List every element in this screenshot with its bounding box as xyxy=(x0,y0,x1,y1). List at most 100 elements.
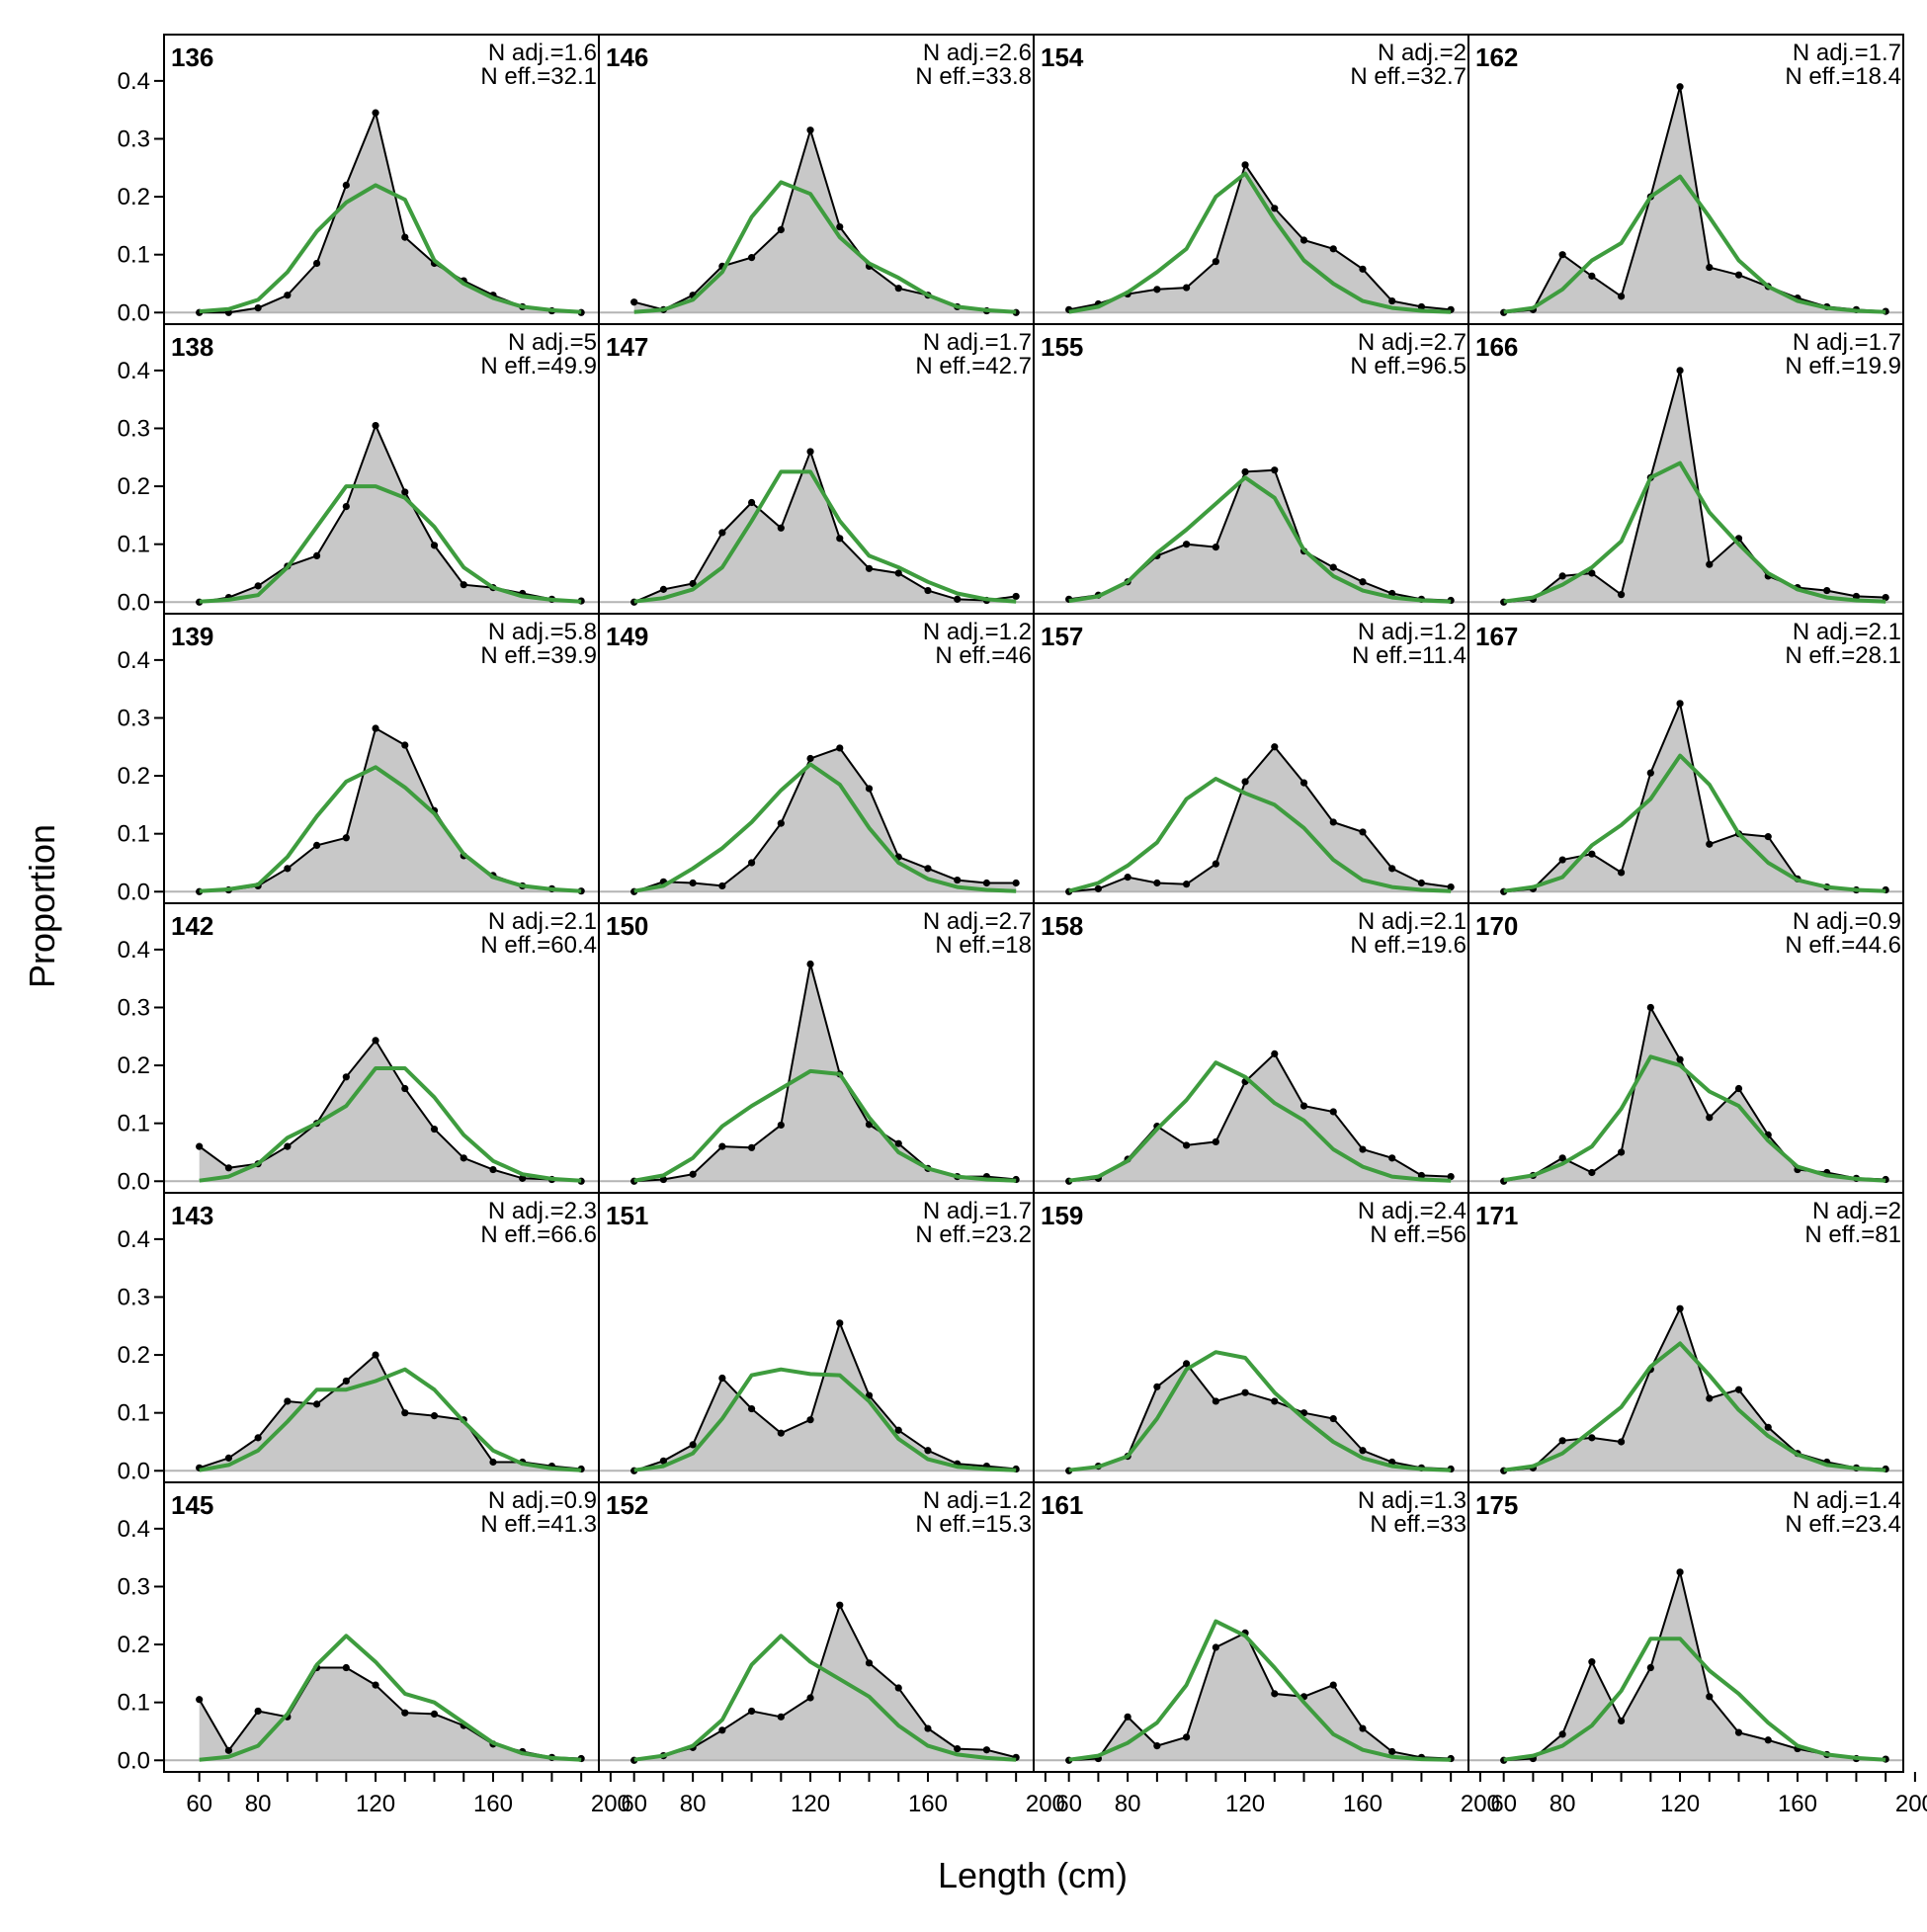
expected-line xyxy=(1503,174,1886,314)
observed-point xyxy=(1153,1383,1161,1390)
x-tick-label: 200 xyxy=(591,1791,630,1817)
observed-point xyxy=(1359,1145,1367,1153)
y-tick-label: 0.4 xyxy=(118,358,150,384)
observed-point xyxy=(1271,1397,1279,1405)
y-tick-label: 0.2 xyxy=(118,1052,150,1079)
observed-point xyxy=(806,960,814,968)
observed-point xyxy=(372,724,379,732)
observed-point xyxy=(777,524,785,532)
x-tick-label: 160 xyxy=(473,1791,513,1817)
n-adj-label: N adj.=2.3 xyxy=(488,1198,597,1224)
n-adj-label: N adj.=1.2 xyxy=(923,1487,1032,1514)
observed-point xyxy=(1271,1050,1279,1057)
y-tick-label: 0.2 xyxy=(118,1632,150,1658)
observed-point xyxy=(806,1694,814,1702)
y-tick-label: 0.0 xyxy=(118,1747,150,1774)
observed-point xyxy=(1706,1394,1714,1402)
x-tick-label: 120 xyxy=(1660,1791,1700,1817)
expected-line xyxy=(1068,475,1452,604)
observed-point xyxy=(924,586,932,595)
observed-point xyxy=(1388,865,1396,873)
panel-id-label: 145 xyxy=(171,1490,213,1520)
expected-line xyxy=(1503,1637,1886,1762)
observed-point xyxy=(1588,569,1596,577)
observed-point xyxy=(747,859,756,867)
observed-point xyxy=(1617,1438,1626,1446)
observed-line xyxy=(1068,1362,1452,1472)
n-eff-label: N eff.=23.2 xyxy=(915,1221,1032,1248)
panel-id-label: 158 xyxy=(1041,911,1083,941)
observed-area xyxy=(199,1667,582,1761)
y-tick-label: 0.3 xyxy=(118,1284,150,1310)
panel-171: 171 N adj.=2N eff.=81 xyxy=(1467,1192,1904,1483)
observed-point xyxy=(1646,769,1654,777)
observed-point xyxy=(1588,272,1596,280)
n-eff-label: N eff.=44.6 xyxy=(1785,932,1901,959)
n-eff-label: N eff.=15.3 xyxy=(915,1511,1032,1538)
observed-point xyxy=(865,1659,874,1667)
observed-point xyxy=(954,876,962,884)
observed-point xyxy=(1588,1658,1596,1666)
observed-area xyxy=(1503,1007,1886,1182)
y-tick-label: 0.4 xyxy=(118,68,150,95)
panel-154: 154 N adj.=2N eff.=32.7 xyxy=(1033,34,1469,325)
panel-id-label: 162 xyxy=(1475,42,1518,72)
observed-point xyxy=(1706,1693,1714,1701)
observed-point xyxy=(1359,265,1367,273)
observed-point xyxy=(430,1412,439,1420)
observed-point xyxy=(1329,1108,1337,1116)
observed-area xyxy=(633,748,1017,892)
observed-point xyxy=(460,581,467,589)
observed-point xyxy=(1299,236,1308,244)
observed-point xyxy=(630,298,638,306)
n-adj-label: N adj.=1.7 xyxy=(1793,40,1901,66)
observed-line xyxy=(1068,1632,1452,1762)
panel-id-label: 167 xyxy=(1475,622,1518,651)
observed-point xyxy=(1241,1388,1249,1396)
panel-id-label: 143 xyxy=(171,1201,213,1230)
n-adj-label: N adj.=2 xyxy=(1812,1198,1901,1224)
observed-point xyxy=(1447,1172,1455,1181)
observed-area xyxy=(1068,1053,1452,1182)
observed-point xyxy=(401,1084,409,1093)
observed-point xyxy=(777,225,785,234)
y-tick-label: 0.3 xyxy=(118,415,150,442)
panel-167: 167 N adj.=2.1N eff.=28.1 xyxy=(1467,613,1904,904)
observed-point xyxy=(224,1164,233,1172)
observed-point xyxy=(1359,1724,1367,1732)
y-tick-label: 0.0 xyxy=(118,1168,150,1195)
observed-point xyxy=(1388,1154,1396,1162)
observed-point xyxy=(1124,874,1131,882)
panel-id-label: 159 xyxy=(1041,1201,1083,1230)
x-tick-label: 60 xyxy=(186,1791,212,1817)
observed-point xyxy=(196,1696,204,1704)
observed-point xyxy=(836,744,844,752)
observed-point xyxy=(254,1707,262,1716)
observed-point xyxy=(1212,1397,1219,1405)
observed-point xyxy=(1124,1713,1131,1721)
observed-point xyxy=(1617,869,1626,877)
n-eff-label: N eff.=96.5 xyxy=(1350,353,1466,379)
panel-145: 145 N adj.=0.9N eff.=41.3 xyxy=(163,1481,600,1773)
expected-line xyxy=(199,1066,582,1183)
panel-id-label: 146 xyxy=(606,42,648,72)
panel-id-label: 138 xyxy=(171,332,213,362)
observed-point xyxy=(1182,1141,1191,1149)
observed-area xyxy=(199,425,582,603)
observed-area xyxy=(1068,746,1452,892)
observed-point xyxy=(1588,1168,1596,1177)
y-tick-label: 0.1 xyxy=(118,821,150,848)
panel-152: 152 N adj.=1.2N eff.=15.3 xyxy=(598,1481,1035,1773)
n-eff-label: N eff.=19.9 xyxy=(1785,353,1901,379)
observed-point xyxy=(1417,1171,1426,1180)
observed-point xyxy=(254,582,262,590)
y-tick-label: 0.4 xyxy=(118,1516,150,1543)
observed-point xyxy=(894,1426,902,1434)
n-eff-label: N eff.=18 xyxy=(935,932,1032,959)
n-adj-label: N adj.=1.4 xyxy=(1793,1487,1901,1514)
x-tick-label: 60 xyxy=(621,1791,647,1817)
observed-point xyxy=(718,1374,726,1383)
observed-point xyxy=(1329,563,1337,571)
observed-point xyxy=(372,109,379,117)
observed-point xyxy=(430,1125,439,1134)
